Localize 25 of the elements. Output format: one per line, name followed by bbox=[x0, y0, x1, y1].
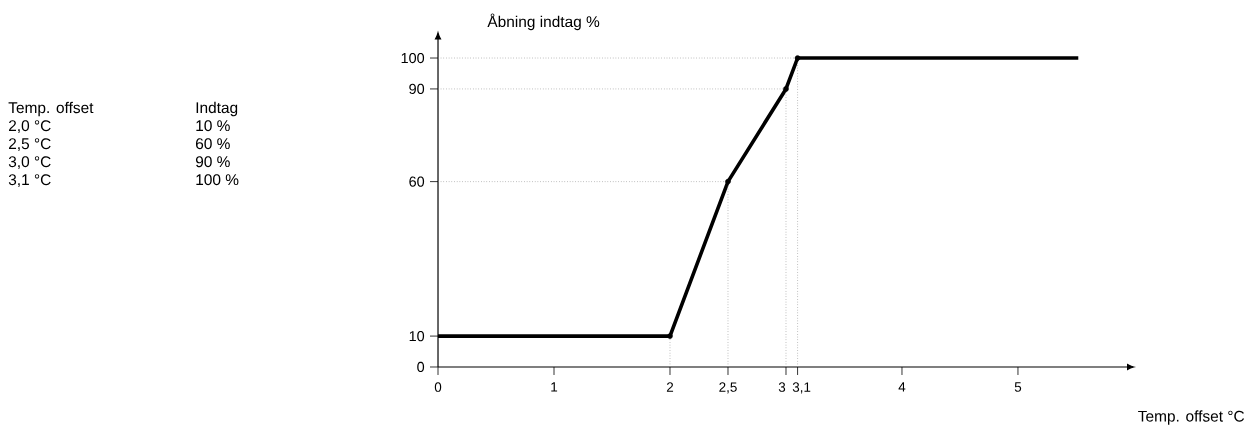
x-tick-label: 0 bbox=[434, 382, 442, 392]
x-tick-label: 1 bbox=[551, 382, 558, 392]
x-tick-label: 3 bbox=[778, 382, 786, 392]
text: Indtag bbox=[196, 101, 238, 117]
x-tick-label: 3,1 bbox=[792, 382, 811, 394]
y-tick-label: 0 bbox=[417, 361, 425, 373]
text: Temp. offset bbox=[8, 101, 94, 117]
text: 3,0 °C bbox=[8, 156, 51, 170]
x-tick-label: 2,5 bbox=[719, 382, 737, 394]
text: 10 % bbox=[196, 120, 230, 132]
x-tick-label: 5 bbox=[1014, 382, 1022, 392]
text: 2,0 °C bbox=[9, 120, 51, 134]
text: 100 % bbox=[196, 174, 239, 186]
y-tick-label: 10 bbox=[409, 331, 425, 342]
text: 60 % bbox=[195, 138, 230, 150]
y-tick-label: 100 bbox=[401, 52, 425, 64]
text: 2,5 °C bbox=[9, 138, 51, 152]
x-tick-label: 2 bbox=[666, 382, 674, 392]
text: 90 % bbox=[195, 156, 230, 168]
x-axis-title: Temp. offset °C bbox=[1138, 410, 1245, 425]
y-tick-label: 60 bbox=[409, 176, 425, 187]
x-tick-label: 4 bbox=[898, 382, 906, 392]
text: 3,1 °C bbox=[8, 174, 51, 188]
y-axis-title: Åbning indtag % bbox=[487, 13, 600, 31]
y-tick-label: 90 bbox=[409, 83, 425, 95]
